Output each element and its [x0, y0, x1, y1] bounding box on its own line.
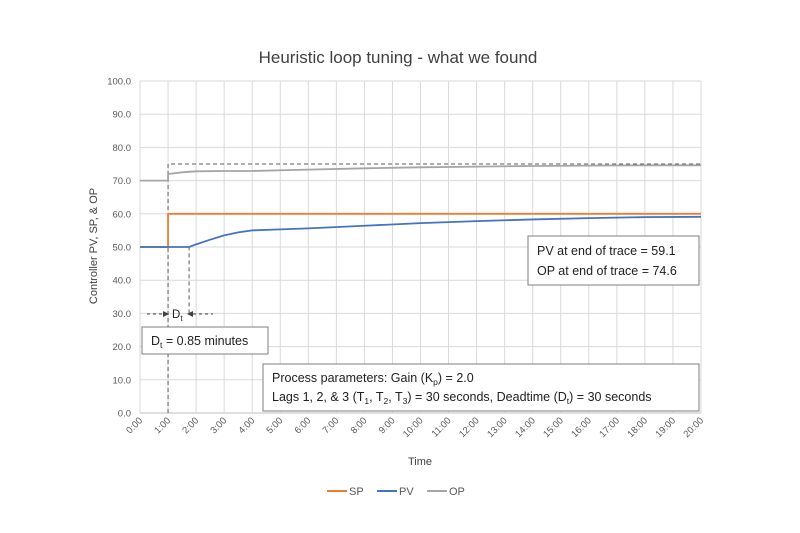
process-parameters-box: Process parameters: Gain (Kp) = 2.0 Lags… — [262, 363, 700, 412]
x-tick-label: 7:00 — [321, 415, 342, 436]
x-tick-label: 16:00 — [569, 415, 594, 440]
y-tick-label: 90.0 — [113, 110, 132, 121]
series-lines — [140, 164, 702, 248]
x-tick-label: 6:00 — [293, 415, 314, 436]
process-parameters-line1: Process parameters: Gain (Kp) = 2.0 — [272, 371, 474, 387]
legend: SP PV OP — [327, 486, 465, 498]
chart-title: Heuristic loop tuning - what we found — [259, 48, 538, 67]
x-tick-label: 8:00 — [349, 415, 370, 436]
x-tick-label: 18:00 — [625, 415, 650, 440]
x-tick-label: 20:00 — [682, 415, 707, 440]
y-tick-label: 20.0 — [113, 342, 132, 353]
x-tick-label: 12:00 — [457, 415, 482, 440]
op-end-text: OP at end of trace = 74.6 — [537, 264, 677, 278]
x-tick-label: 1:00 — [152, 415, 173, 436]
dashed-reference-line — [167, 163, 701, 413]
legend-label-op: OP — [449, 486, 465, 498]
y-tick-label: 30.0 — [113, 309, 132, 320]
y-tick-label: 60.0 — [113, 209, 132, 220]
y-tick-label: 10.0 — [113, 375, 132, 386]
x-tick-label: 19:00 — [653, 415, 678, 440]
x-tick-labels: 0:00 1:00 2:00 3:00 4:00 5:00 6:00 7:00 8:00 9:00… — [124, 415, 706, 440]
y-tick-labels: 0.0 10.0 20.0 30.0 40.0 50.0 60.0 70.0 80.0 90.0 1… — [107, 77, 131, 420]
legend-label-sp: SP — [349, 486, 364, 498]
pv-end-text: PV at end of trace = 59.1 — [537, 244, 676, 258]
y-tick-label: 70.0 — [113, 176, 132, 187]
process-parameters-line2: Lags 1, 2, & 3 (T1, T2, T3) = 30 seconds… — [272, 390, 652, 406]
y-tick-label: 40.0 — [113, 276, 132, 287]
x-tick-label: 14:00 — [513, 415, 538, 440]
x-tick-label: 17:00 — [597, 415, 622, 440]
y-tick-label: 80.0 — [113, 143, 132, 154]
x-tick-label: 13:00 — [485, 415, 510, 440]
x-tick-label: 10:00 — [401, 415, 426, 440]
y-tick-label: 100.0 — [107, 77, 131, 88]
deadtime-box-text: Dt = 0.85 minutes — [151, 334, 248, 350]
deadtime-arrow-label: Dt — [172, 309, 183, 323]
deadtime-arrow: Dt — [147, 309, 213, 323]
y-tick-label: 50.0 — [113, 243, 132, 254]
x-axis-label: Time — [408, 456, 432, 468]
series-line-op — [140, 164, 701, 182]
end-of-trace-box: PV at end of trace = 59.1 OP at end of t… — [527, 235, 700, 286]
series-line-pv — [140, 215, 702, 248]
x-tick-label: 2:00 — [180, 415, 201, 436]
x-tick-label: 11:00 — [430, 415, 454, 439]
deadtime-box: Dt = 0.85 minutes — [141, 326, 269, 355]
legend-label-pv: PV — [399, 486, 414, 498]
y-tick-label: 0.0 — [118, 409, 131, 420]
x-tick-label: 5:00 — [265, 415, 286, 436]
y-axis-label: Controller PV, SP, & OP — [88, 188, 100, 304]
x-tick-label: 4:00 — [236, 415, 257, 436]
x-tick-label: 3:00 — [208, 415, 229, 436]
reference-lines — [167, 163, 701, 413]
x-tick-label: 9:00 — [377, 415, 398, 436]
x-tick-label: 15:00 — [541, 415, 566, 440]
